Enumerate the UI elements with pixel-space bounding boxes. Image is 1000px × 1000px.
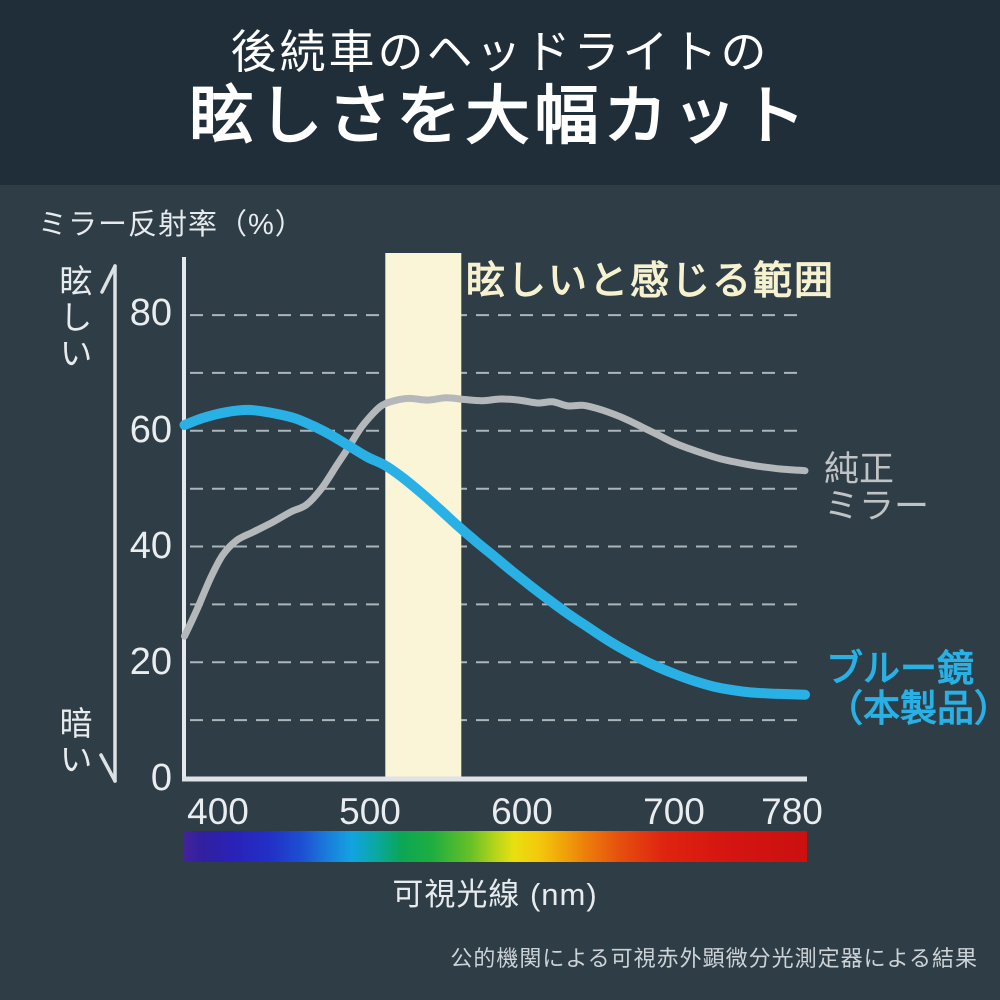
y-axis-unit-label: ミラー反射率（%） — [38, 209, 305, 241]
y-tick-0: 0 — [150, 757, 172, 799]
title-band: 後続車のヘッドライトの 眩しさを大幅カット — [0, 0, 1000, 185]
x-tick-600: 600 — [491, 791, 553, 832]
y-tick-60: 60 — [129, 409, 172, 451]
y-tick-20: 20 — [129, 641, 172, 683]
y-tick-40: 40 — [129, 525, 172, 567]
gridlines — [190, 314, 805, 722]
x-tick-700: 700 — [643, 791, 705, 832]
x-tick-780: 780 — [761, 791, 823, 832]
y-tick-80: 80 — [129, 292, 172, 334]
measurement-footnote: 公的機関による可視赤外顕微分光測定器による結果 — [450, 946, 978, 971]
blue-mirror-label: ブルー鏡 （本製品） — [826, 648, 1000, 729]
x-axis-title: 可視光線 (nm) — [392, 877, 598, 912]
title-line-2: 眩しさを大幅カット — [189, 80, 811, 152]
stock-mirror-label: 純正 ミラー — [824, 450, 930, 526]
y-direction-label-bright: 眩しい — [55, 264, 92, 372]
blue-mirror-curve — [179, 404, 810, 700]
glare-zone-label: 眩しいと感じる範囲 — [466, 260, 836, 303]
x-tick-400: 400 — [187, 791, 249, 832]
x-tick-500: 500 — [339, 791, 401, 832]
visible-spectrum-bar — [183, 831, 807, 862]
title-line-1: 後続車のヘッドライトの — [230, 26, 770, 78]
y-direction-label-dark: 暗い — [55, 706, 92, 778]
glare-zone-band — [385, 253, 462, 777]
stock-mirror-curve — [181, 394, 809, 640]
